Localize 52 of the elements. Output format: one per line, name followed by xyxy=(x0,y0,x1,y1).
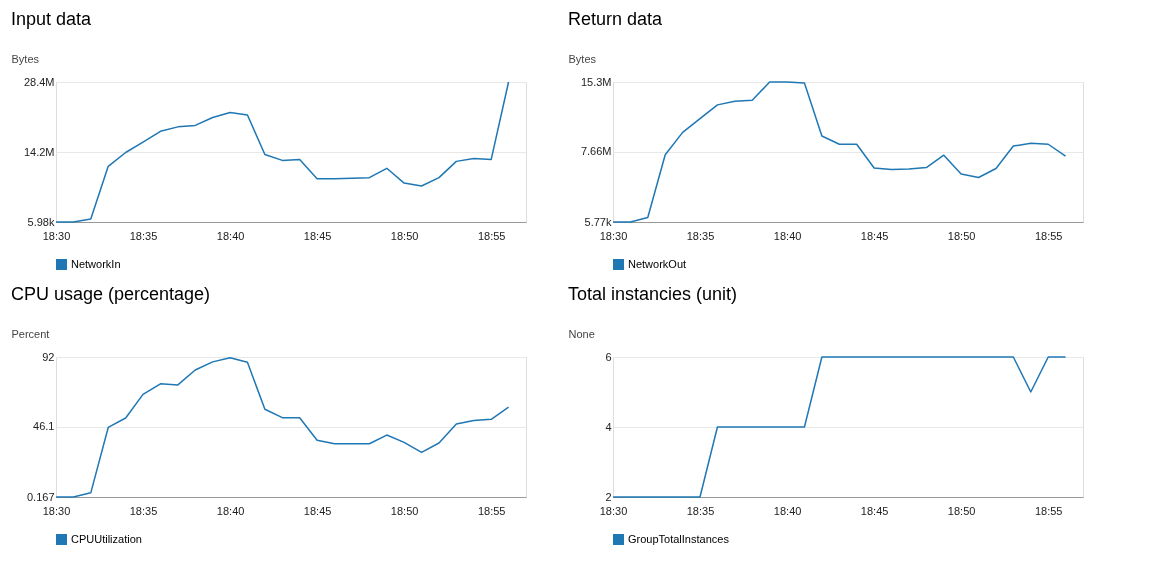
x-tick-label: 18:30 xyxy=(42,504,71,517)
x-tick-label: 18:55 xyxy=(477,229,506,242)
x-tick-label: 18:45 xyxy=(860,504,889,517)
x-tick-label: 18:40 xyxy=(773,229,802,242)
chart-title: Input data xyxy=(11,9,93,29)
legend-label: NetworkIn xyxy=(71,257,121,270)
line-series xyxy=(612,356,1067,498)
y-tick-label: 14.2M xyxy=(23,145,55,158)
y-tick-label: 0.167 xyxy=(26,490,55,503)
chart-title: Return data xyxy=(568,9,664,29)
x-tick-label: 18:35 xyxy=(686,229,715,242)
y-tick-label: 92 xyxy=(42,350,55,363)
y-tick-label: 2 xyxy=(605,490,612,503)
x-tick-label: 18:35 xyxy=(129,504,158,517)
chart-title: Total instancies (unit) xyxy=(568,284,738,304)
x-tick-label: 18:50 xyxy=(947,504,976,517)
x-tick-label: 18:45 xyxy=(303,504,332,517)
legend-label: GroupTotalInstances xyxy=(628,532,730,545)
x-tick-label: 18:55 xyxy=(1034,229,1063,242)
y-tick-label: 5.98k xyxy=(27,215,55,228)
y-axis-title: Bytes xyxy=(568,52,597,65)
x-tick-label: 18:50 xyxy=(390,504,419,517)
legend-label: NetworkOut xyxy=(628,257,687,270)
y-axis-title: Percent xyxy=(11,327,50,340)
x-tick-label: 18:55 xyxy=(1034,504,1063,517)
y-tick-label: 6 xyxy=(605,350,612,363)
x-tick-label: 18:35 xyxy=(686,504,715,517)
x-tick-label: 18:30 xyxy=(599,229,628,242)
y-axis-title: Bytes xyxy=(11,52,40,65)
line-series xyxy=(612,81,1067,223)
y-tick-label: 28.4M xyxy=(23,75,55,88)
x-tick-label: 18:40 xyxy=(216,504,245,517)
chart-title: CPU usage (percentage) xyxy=(11,284,211,304)
x-tick-label: 18:40 xyxy=(216,229,245,242)
y-tick-label: 7.66M xyxy=(580,145,612,158)
x-tick-label: 18:50 xyxy=(390,229,419,242)
line-series xyxy=(55,357,510,498)
x-tick-label: 18:45 xyxy=(860,229,889,242)
x-tick-label: 18:40 xyxy=(773,504,802,517)
x-tick-label: 18:30 xyxy=(42,229,71,242)
legend-label: CPUUtilization xyxy=(71,532,142,545)
x-tick-label: 18:55 xyxy=(477,504,506,517)
y-tick-label: 46.1 xyxy=(33,420,55,433)
y-tick-label: 5.77k xyxy=(584,215,612,228)
y-tick-label: 4 xyxy=(605,420,612,433)
y-axis-title: None xyxy=(568,327,595,340)
x-tick-label: 18:50 xyxy=(947,229,976,242)
x-tick-label: 18:30 xyxy=(599,504,628,517)
line-series xyxy=(55,81,510,223)
x-tick-label: 18:35 xyxy=(129,229,158,242)
y-tick-label: 15.3M xyxy=(580,75,612,88)
x-tick-label: 18:45 xyxy=(303,229,332,242)
